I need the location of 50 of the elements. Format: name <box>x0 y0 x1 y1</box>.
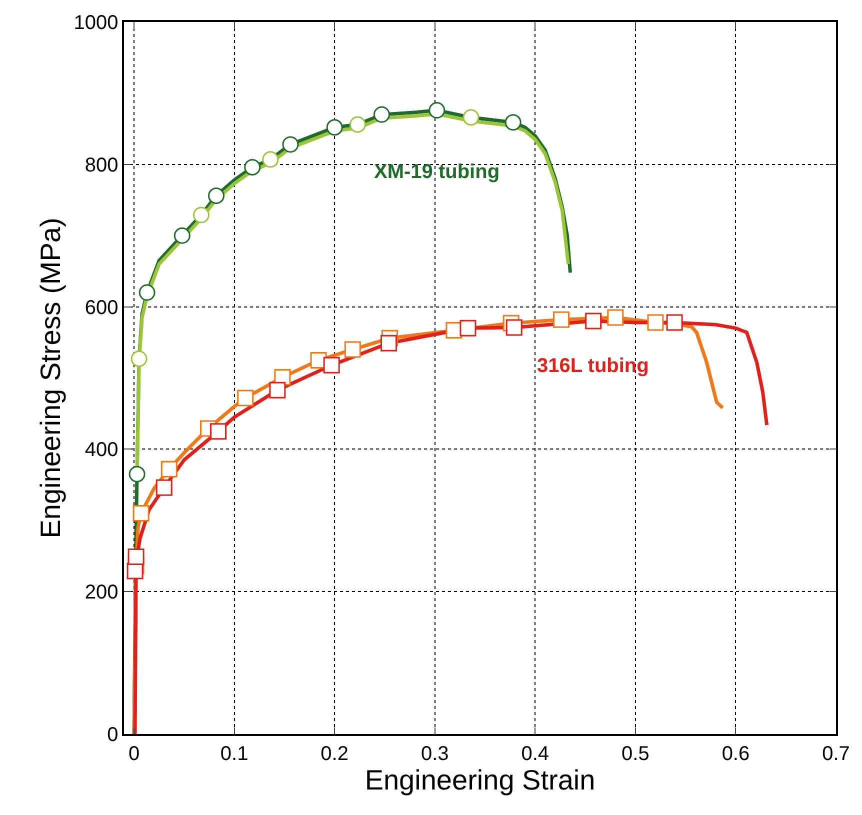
y-tick-label: 1000 <box>74 12 118 34</box>
point <box>269 382 286 398</box>
point <box>647 314 664 331</box>
x-tick-label: 0.1 <box>220 742 248 765</box>
series-label: 316L tubing <box>537 355 649 377</box>
point <box>192 206 210 224</box>
point <box>130 350 148 368</box>
point <box>428 102 446 119</box>
point <box>552 311 570 328</box>
point <box>128 548 144 565</box>
series-label: XM-19 tubing <box>374 161 500 183</box>
x-tick-label: 0.5 <box>622 742 650 765</box>
point <box>244 159 261 176</box>
point <box>460 320 476 336</box>
point <box>174 227 190 244</box>
point <box>344 341 361 358</box>
point <box>210 423 227 440</box>
x-tick-label: 0.4 <box>521 742 550 765</box>
point <box>349 116 366 133</box>
y-tick-label: 400 <box>84 439 118 462</box>
y-axis-title: Engineering Stress (MPa) <box>34 218 66 538</box>
point <box>156 479 172 496</box>
point <box>666 314 683 331</box>
point <box>282 136 299 153</box>
point <box>373 106 390 123</box>
point <box>138 284 156 301</box>
point <box>208 187 225 204</box>
point <box>607 309 624 326</box>
y-tick-label: 600 <box>84 296 118 319</box>
point <box>326 119 343 136</box>
x-tick-label: 0.3 <box>420 742 449 765</box>
y-tick-label: 200 <box>84 582 118 604</box>
y-tick-label: 0 <box>107 724 118 746</box>
point <box>504 114 522 131</box>
point <box>506 319 522 336</box>
point <box>128 466 146 482</box>
point <box>323 356 340 374</box>
x-tick-label: 0.6 <box>722 742 750 765</box>
y-tick-label: 800 <box>84 154 118 176</box>
point <box>262 151 279 168</box>
point <box>380 334 397 352</box>
point <box>237 390 254 406</box>
x-axis-title: Engineering Strain <box>364 764 596 796</box>
point <box>585 312 602 330</box>
point <box>132 505 150 522</box>
point <box>462 109 480 126</box>
x-tick-label: 0.7 <box>822 742 850 765</box>
x-tick-label: 0.2 <box>320 742 348 765</box>
x-tick-label: 0 <box>128 742 140 765</box>
point <box>160 460 178 478</box>
